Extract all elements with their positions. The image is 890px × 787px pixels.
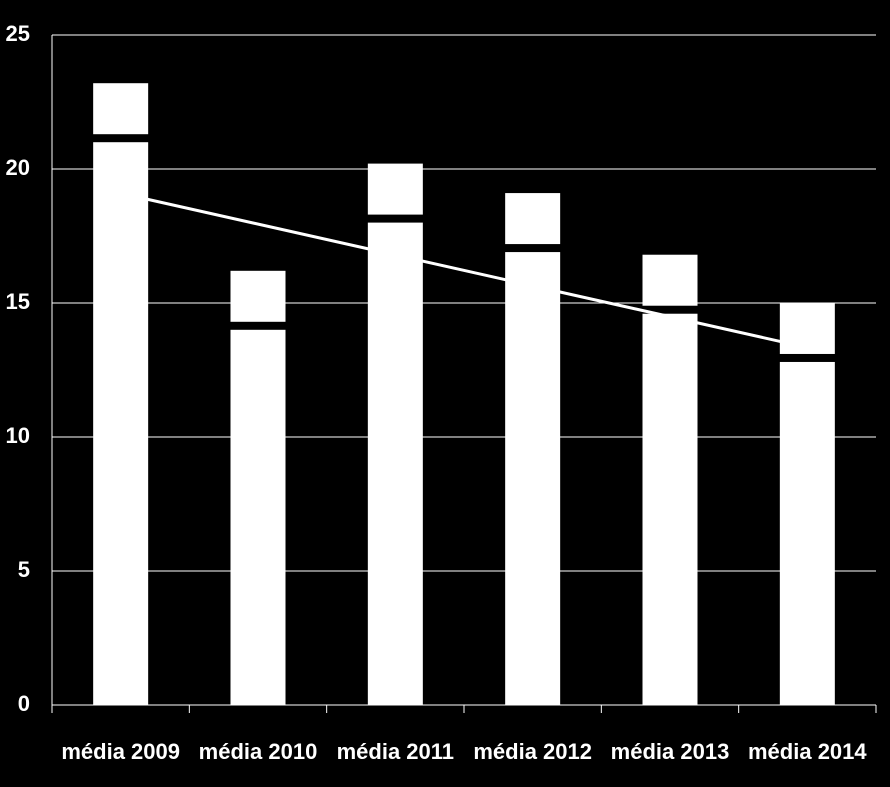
x-tick-label: média 2011 [337, 739, 454, 764]
bar [367, 222, 423, 705]
x-tick-label: média 2012 [473, 739, 592, 764]
x-tick-label: média 2014 [748, 739, 867, 764]
y-tick-label: 10 [6, 423, 30, 448]
bar [642, 313, 698, 705]
bar [230, 329, 286, 705]
y-tick-label: 20 [6, 155, 30, 180]
value-label-box [642, 254, 698, 306]
trend-line [120, 191, 808, 350]
y-tick-label: 5 [18, 557, 30, 582]
value-label-box [367, 163, 423, 215]
bar [505, 252, 561, 705]
value-label-box [93, 83, 149, 135]
bar [779, 361, 835, 705]
x-tick-label: média 2009 [61, 739, 180, 764]
x-tick-label: média 2010 [199, 739, 318, 764]
y-tick-label: 15 [6, 289, 30, 314]
value-label-box [779, 302, 835, 354]
bar [93, 142, 149, 705]
value-label-box [505, 193, 561, 245]
y-tick-label: 0 [18, 691, 30, 716]
y-tick-label: 25 [6, 21, 30, 46]
x-tick-label: média 2013 [611, 739, 730, 764]
value-label-box [230, 270, 286, 322]
